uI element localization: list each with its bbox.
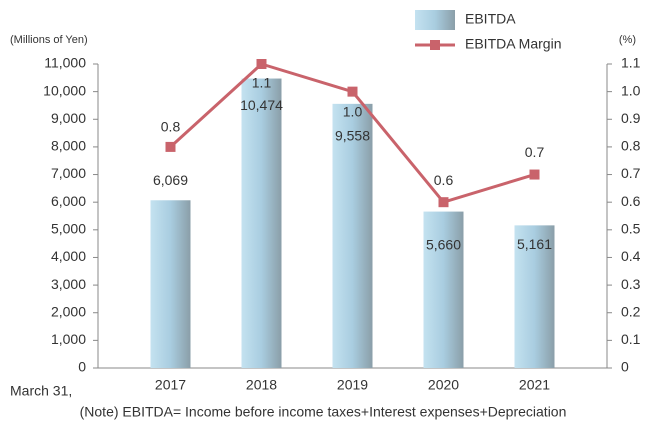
y-tick-label: 3,000: [51, 276, 86, 292]
line-value-label: 0.8: [161, 119, 181, 135]
x-tick-label: 2020: [428, 377, 459, 393]
bar-value-label: 5,161: [517, 236, 552, 252]
y-tick-label: 9,000: [51, 110, 86, 126]
line-marker: [256, 59, 267, 69]
y2-tick-label: 0.7: [621, 165, 641, 181]
line-marker: [529, 169, 540, 180]
bar-value-label: 9,558: [335, 128, 370, 144]
line-value-label: 1.0: [343, 103, 363, 119]
x-axis-label: March 31,: [10, 383, 72, 399]
y-tick-label: 8,000: [51, 138, 86, 154]
line-value-label: 0.6: [434, 172, 454, 188]
y2-tick-label: 0.2: [621, 303, 641, 319]
bar: [150, 200, 191, 368]
y-tick-label: 6,000: [51, 193, 86, 209]
y2-tick-label: 0.9: [621, 110, 641, 126]
y-tick-label: 10,000: [43, 82, 86, 98]
y2-tick-label: 0.8: [621, 138, 641, 154]
y2-tick-label: 0.4: [621, 248, 641, 264]
bar: [514, 225, 555, 368]
bar: [332, 103, 373, 369]
line-marker: [165, 141, 176, 152]
y2-tick-label: 0: [621, 359, 629, 375]
bar: [423, 211, 464, 368]
y2-tick-label: 0.6: [621, 193, 641, 209]
x-tick-label: 2018: [246, 377, 277, 393]
x-tick-label: 2017: [155, 377, 186, 393]
y2-tick-label: 0.5: [621, 221, 641, 237]
line-marker: [347, 86, 358, 97]
y2-tick-label: 0.3: [621, 276, 641, 292]
y-axis-label: (Millions of Yen): [10, 34, 88, 46]
bar: [241, 78, 282, 368]
x-tick-label: 2021: [519, 377, 550, 393]
legend-swatch: [415, 10, 455, 30]
y-tick-label: 7,000: [51, 165, 86, 181]
legend-label: EBITDA Margin: [465, 36, 561, 52]
y-tick-label: 2,000: [51, 303, 86, 319]
legend-marker: [430, 40, 440, 50]
line-marker: [438, 197, 449, 208]
y-tick-label: 11,000: [44, 55, 86, 71]
line-value-label: 1.1: [252, 75, 272, 91]
y-tick-label: 4,000: [51, 248, 86, 264]
line-value-label: 0.7: [525, 144, 545, 160]
y2-tick-label: 1.0: [621, 82, 641, 98]
bar-value-label: 6,069: [153, 172, 188, 188]
y-tick-label: 1,000: [51, 331, 86, 347]
note: (Note) EBITDA= Income before income taxe…: [80, 404, 567, 420]
y2-axis-label: (%): [619, 34, 636, 46]
y-tick-label: 0: [78, 359, 86, 375]
bar-value-label: 10,474: [240, 97, 283, 113]
legend-label: EBITDA: [465, 11, 516, 27]
x-tick-label: 2019: [337, 377, 368, 393]
y-tick-label: 5,000: [51, 221, 86, 237]
y2-tick-label: 1.1: [621, 55, 641, 71]
y2-tick-label: 0.1: [621, 331, 641, 347]
bar-value-label: 5,660: [426, 236, 461, 252]
